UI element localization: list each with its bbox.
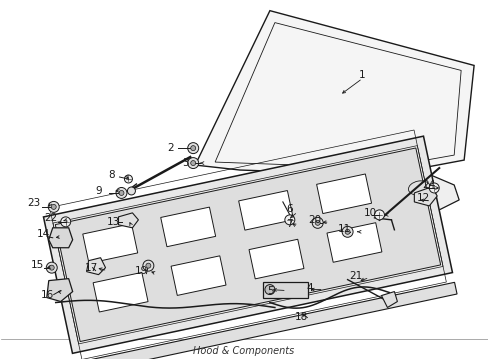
Circle shape [428, 183, 438, 193]
Circle shape [187, 158, 198, 168]
Polygon shape [195, 11, 473, 175]
Text: 20: 20 [307, 215, 321, 225]
Polygon shape [171, 256, 225, 296]
Text: 10: 10 [363, 208, 376, 218]
Text: 8: 8 [108, 170, 115, 180]
Circle shape [49, 265, 54, 270]
Text: 7: 7 [286, 219, 292, 229]
Polygon shape [82, 224, 138, 263]
Circle shape [48, 201, 59, 212]
Circle shape [315, 220, 320, 225]
Polygon shape [161, 207, 215, 247]
Circle shape [374, 210, 384, 220]
Text: 19: 19 [135, 266, 148, 276]
Text: 1: 1 [359, 71, 365, 80]
Circle shape [145, 263, 151, 268]
Polygon shape [263, 282, 307, 298]
Text: 4: 4 [306, 283, 312, 293]
Text: 24: 24 [422, 180, 435, 190]
Polygon shape [118, 213, 138, 228]
Circle shape [46, 262, 57, 273]
Circle shape [116, 188, 127, 198]
Polygon shape [248, 239, 304, 279]
Polygon shape [238, 190, 293, 230]
Polygon shape [47, 279, 73, 302]
Circle shape [190, 161, 195, 166]
Polygon shape [326, 223, 381, 262]
Text: 11: 11 [337, 224, 350, 234]
Polygon shape [384, 168, 458, 210]
Polygon shape [381, 292, 397, 307]
Circle shape [127, 187, 135, 195]
Polygon shape [74, 282, 456, 360]
Polygon shape [86, 258, 105, 275]
Text: 21: 21 [348, 271, 362, 281]
Text: 3: 3 [182, 158, 188, 168]
Polygon shape [55, 148, 440, 342]
Text: 18: 18 [295, 312, 308, 323]
Text: 9: 9 [95, 186, 102, 196]
Text: Hood & Components: Hood & Components [193, 346, 294, 356]
Circle shape [187, 143, 198, 154]
Text: 2: 2 [166, 143, 173, 153]
Text: 12: 12 [416, 193, 429, 203]
Polygon shape [413, 187, 436, 206]
Text: 22: 22 [44, 213, 57, 223]
Circle shape [142, 260, 154, 271]
Circle shape [119, 190, 124, 195]
Polygon shape [43, 136, 451, 354]
Text: 13: 13 [107, 217, 120, 227]
Text: 14: 14 [37, 229, 50, 239]
Circle shape [342, 226, 352, 237]
Circle shape [124, 175, 132, 183]
Circle shape [190, 146, 195, 150]
Polygon shape [49, 228, 73, 248]
Circle shape [312, 217, 323, 228]
Circle shape [285, 215, 294, 225]
Text: 17: 17 [85, 263, 98, 273]
Ellipse shape [407, 181, 429, 195]
Circle shape [345, 229, 349, 234]
Text: 16: 16 [41, 289, 54, 300]
Text: 6: 6 [286, 204, 292, 214]
Circle shape [61, 217, 71, 227]
Text: 5: 5 [267, 285, 274, 296]
Text: 23: 23 [27, 198, 41, 208]
Circle shape [264, 285, 274, 294]
Polygon shape [93, 273, 148, 312]
Text: 15: 15 [31, 260, 44, 270]
Polygon shape [316, 174, 371, 213]
Circle shape [51, 204, 56, 210]
